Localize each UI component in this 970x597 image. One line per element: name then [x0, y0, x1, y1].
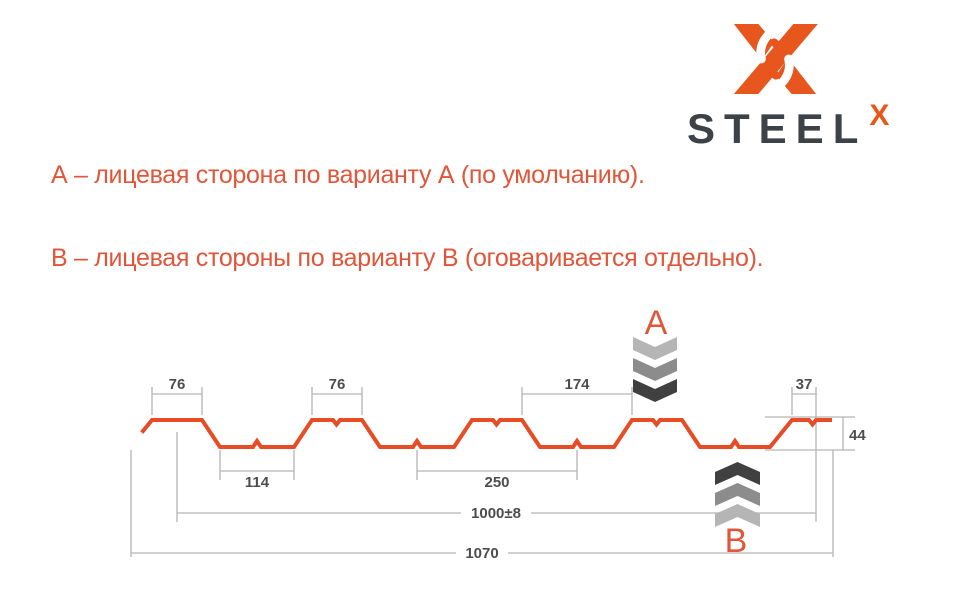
dimension-lines [131, 393, 855, 554]
variant-b-label: В [725, 522, 748, 560]
logo-gap-bottom [768, 54, 794, 94]
dim-edge-flange: 37 [796, 376, 813, 393]
dim-rib-pitch: 250 [484, 474, 509, 491]
variant-a-label: А [645, 304, 668, 342]
brand-superscript-x: X [869, 99, 890, 132]
dimension-labels: 76 76 174 37 114 250 1000±8 1070 44 [169, 376, 867, 562]
chevron-down-icon [633, 337, 677, 360]
logo-x-icon [733, 24, 818, 94]
dim-top-flange-left: 76 [169, 376, 186, 393]
chevron-up-icon [715, 462, 760, 485]
note-variant-a: А – лицевая сторона по варианту А (по ум… [51, 161, 645, 189]
chevron-down-icon [633, 379, 677, 402]
dimension-ticks [130, 387, 834, 557]
logo-hook-top [770, 38, 784, 70]
variant-b-marker: В [715, 462, 760, 560]
note-variant-b: В – лицевая стороны по варианту В (огова… [51, 244, 764, 272]
chevron-down-icon [633, 358, 677, 381]
dim-profile-height: 44 [849, 427, 866, 444]
chevron-up-icon [715, 504, 760, 527]
dim-top-flange-mid: 76 [329, 376, 346, 393]
dim-crest-spacing: 174 [564, 376, 590, 393]
brand-name: STEEL [687, 105, 868, 152]
variant-a-marker: А [633, 304, 677, 402]
dim-working-width: 1000±8 [471, 505, 521, 522]
chevron-up-icon [715, 483, 760, 506]
logo-gap-top [756, 24, 782, 64]
dim-bottom-flange: 114 [245, 474, 270, 491]
dim-overall-width: 1070 [465, 545, 498, 562]
sheet-profile-line [140, 418, 832, 449]
logo-hook-bottom [766, 48, 780, 80]
logo: STEEL X [683, 24, 913, 150]
brand-row: STEEL X [683, 101, 913, 152]
